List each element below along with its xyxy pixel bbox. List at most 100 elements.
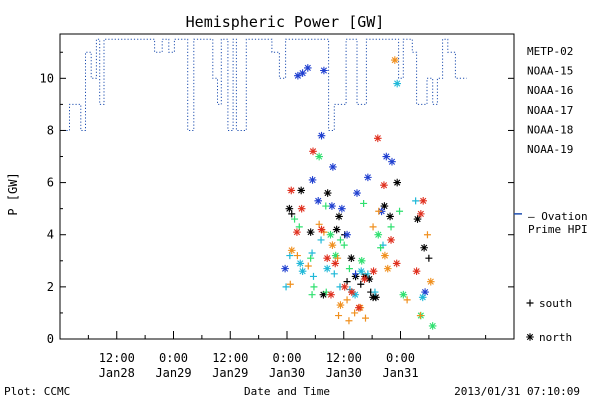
- ovation-series: [60, 38, 522, 215]
- data-point-south: [308, 249, 316, 257]
- data-point-north: [317, 131, 326, 140]
- data-point-north: [297, 186, 305, 195]
- x-tick-date: Jan31: [382, 366, 418, 380]
- x-tick-date: Jan30: [326, 366, 362, 380]
- y-tick-label: 10: [40, 71, 54, 85]
- legend-entry: NOAA-19: [527, 143, 573, 156]
- data-point-north: [417, 210, 425, 218]
- data-point-north: [393, 178, 401, 187]
- data-point-north: [340, 283, 349, 291]
- data-point-north: [386, 212, 394, 221]
- data-point-north: [293, 228, 301, 236]
- data-point-north: [336, 301, 345, 309]
- data-point-south: [425, 254, 433, 262]
- data-point-north: [353, 189, 361, 197]
- data-point-south: [387, 223, 395, 231]
- data-point-north: [374, 134, 382, 143]
- data-point-north: [412, 267, 421, 276]
- legend-entry: NOAA-17: [527, 104, 573, 117]
- data-point-north: [364, 173, 372, 182]
- data-point-south: [335, 312, 343, 320]
- data-point-north: [419, 197, 427, 205]
- data-point-south: [362, 314, 370, 322]
- data-point-south: [377, 244, 385, 252]
- data-point-north: [309, 147, 317, 156]
- ovation-legend-line2: Prime HPI: [528, 223, 588, 236]
- data-point-north: [393, 79, 401, 88]
- data-point-south: [423, 231, 431, 239]
- x-tick-time: 12:00: [99, 351, 135, 365]
- data-point-north: [297, 204, 306, 213]
- x-tick-date: Jan28: [99, 366, 135, 380]
- data-point-north: [287, 186, 296, 195]
- data-point-north: [381, 251, 389, 260]
- chart-title: Hemispheric Power [GW]: [186, 13, 385, 31]
- data-point-north: [328, 202, 336, 210]
- data-point-north: [421, 288, 429, 296]
- data-point-north: [428, 322, 437, 330]
- data-point-north: [335, 212, 343, 221]
- data-point-south: [286, 252, 294, 260]
- data-point-north: [355, 303, 363, 312]
- y-axis: 0 2 4 6 8 10: [40, 51, 514, 346]
- data-point-north: [383, 264, 392, 273]
- data-point-south: [288, 210, 296, 218]
- data-point-south: [352, 270, 360, 278]
- y-tick-label: 8: [47, 123, 54, 137]
- data-point-south: [304, 262, 312, 270]
- x-tick-date: Jan30: [269, 366, 305, 380]
- data-point-north: [357, 256, 366, 265]
- data-point-south: [307, 254, 315, 262]
- data-point-north: [343, 230, 351, 239]
- data-point-north: [332, 225, 341, 234]
- data-point-north: [347, 288, 356, 296]
- data-point-north: [331, 251, 340, 260]
- data-point-north: [319, 290, 328, 299]
- data-point-south: [396, 207, 404, 215]
- data-point-north: [281, 264, 289, 273]
- data-point-north: [323, 189, 332, 197]
- plot-frame: [59, 33, 515, 340]
- x-tick-time: 12:00: [212, 351, 248, 365]
- data-point-north: [317, 225, 326, 234]
- data-point-south: [412, 197, 420, 205]
- data-point-south: [336, 236, 344, 244]
- y-tick-label: 4: [47, 228, 54, 242]
- data-point-north: [304, 64, 312, 72]
- data-point-north: [426, 277, 435, 286]
- data-point-south: [308, 291, 316, 299]
- data-point-north: [294, 71, 302, 80]
- data-point-south: [343, 296, 351, 304]
- data-point-south: [293, 252, 301, 260]
- data-point-north: [331, 259, 340, 268]
- data-point-north: [360, 275, 369, 283]
- data-point-south: [317, 236, 325, 244]
- data-point-north: [287, 246, 296, 255]
- data-point-north: [298, 69, 307, 77]
- data-point-north: [387, 236, 395, 244]
- y-tick-label: 0: [47, 332, 54, 346]
- plot-credit: Plot: CCMC: [4, 385, 70, 398]
- data-point-north: [308, 176, 317, 184]
- data-point-south: [286, 280, 294, 288]
- marker-legend-label: north: [539, 331, 572, 344]
- data-point-north: [329, 163, 337, 171]
- data-point-north: [392, 259, 401, 268]
- data-point-north: [388, 157, 396, 166]
- data-point-north: [365, 275, 374, 283]
- y-axis-label: P [GW]: [6, 172, 20, 215]
- data-point-south: [345, 265, 353, 273]
- data-point-north: [420, 243, 428, 252]
- data-point-north: [326, 230, 335, 239]
- x-tick-date: Jan29: [212, 366, 248, 380]
- legend-entry: METP-02: [527, 45, 573, 58]
- data-point-north: [327, 290, 335, 299]
- legend: METP-02 NOAA-15 NOAA-16 NOAA-17 NOAA-18 NOAA-…: [527, 45, 573, 156]
- timestamp: 2013/01/31 07:10:09: [454, 385, 580, 398]
- data-point-north: [380, 202, 389, 210]
- data-point-south: [375, 207, 383, 215]
- data-point-north: [372, 293, 380, 302]
- data-point-north: [399, 290, 408, 299]
- x-axis: 12:00Jan280:00Jan2912:00Jan290:00Jan3012…: [87, 331, 487, 380]
